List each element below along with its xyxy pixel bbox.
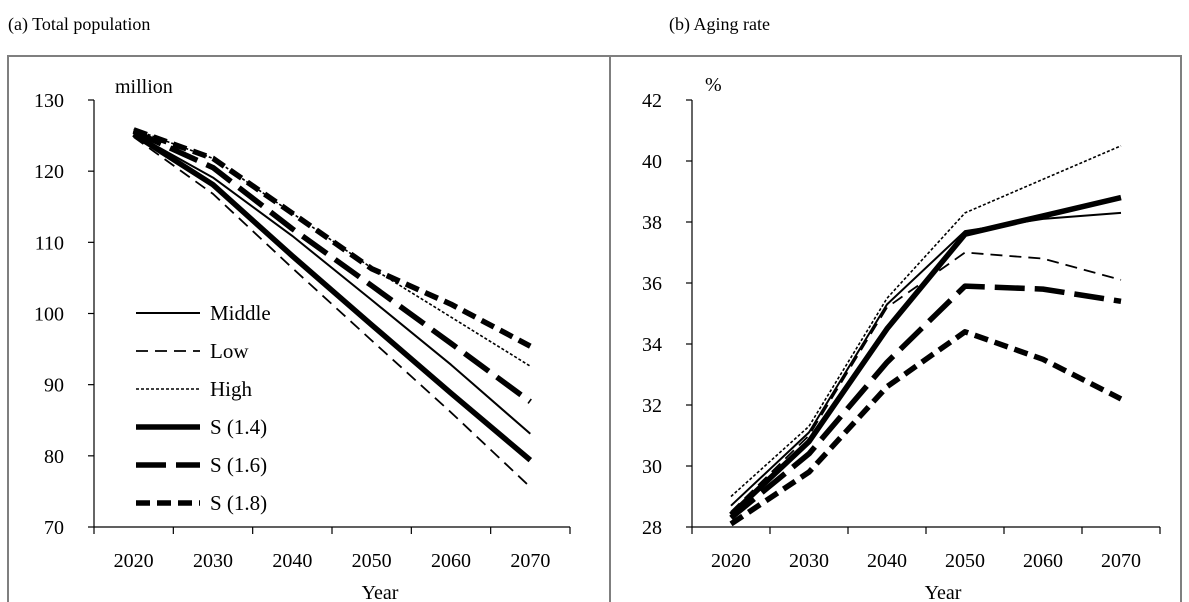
y-tick-label: 70: [44, 517, 64, 539]
legend-label: S (1.4): [210, 415, 267, 439]
y-unit-label: million: [115, 76, 173, 98]
y-tick-label: 100: [34, 304, 64, 326]
series-line-low: [133, 136, 531, 488]
series-line-high: [730, 145, 1122, 498]
series-line-s-1-4: [132, 131, 533, 463]
y-tick-label: 32: [642, 395, 662, 417]
y-tick-label: 28: [642, 517, 662, 539]
legend-label: High: [210, 377, 253, 401]
panel-a-title: (a) Total population: [8, 14, 151, 34]
x-tick-label: 2060: [1023, 550, 1063, 572]
y-tick-label: 120: [34, 161, 64, 183]
y-unit-label: %: [705, 74, 722, 96]
panel-a-population-chart: 70 80 90 100 110 120 130 2020 2030 2040 2050 2060 20…: [34, 76, 571, 602]
y-tick-label: 34: [642, 334, 662, 356]
x-tick-label: 2050: [945, 550, 985, 572]
legend-label: Middle: [210, 301, 271, 325]
series-line-s-1-8: [132, 127, 532, 349]
x-tick-label: 2060: [431, 550, 471, 572]
y-tick-label: 90: [44, 375, 64, 397]
x-tick-label: 2070: [1101, 550, 1141, 572]
legend-label: S (1.6): [210, 453, 267, 477]
x-tick-label: 2020: [114, 550, 154, 572]
series-line-high: [133, 128, 531, 367]
x-tick-label: 2070: [510, 550, 550, 572]
y-tick-label: 30: [642, 456, 662, 478]
x-tick-label: 2050: [352, 550, 392, 572]
y-tick-label: 38: [642, 212, 662, 234]
x-tick-label: 2040: [272, 550, 312, 572]
y-tick-label: 40: [642, 151, 662, 173]
series-line-s-1-4: [729, 194, 1122, 517]
x-axis-label: Year: [925, 582, 962, 602]
legend: Middle Low High S (1.4) S (1.6) S (1.8): [136, 301, 271, 515]
series-line-s-1-8: [729, 329, 1123, 527]
series-line-s-1-6: [729, 283, 1122, 521]
series-line-middle: [133, 132, 531, 435]
panel-b-title: (b) Aging rate: [669, 14, 770, 34]
x-tick-label: 2030: [193, 550, 233, 572]
x-tick-label: 2040: [867, 550, 907, 572]
outer-frame: [7, 55, 1182, 602]
y-tick-label: 42: [642, 90, 662, 112]
y-tick-label: 110: [35, 232, 64, 254]
legend-label: Low: [210, 339, 249, 363]
series-line-middle: [730, 211, 1122, 507]
x-axis-label: Year: [362, 582, 399, 602]
legend-label: S (1.8): [210, 491, 267, 515]
y-tick-label: 80: [44, 446, 64, 468]
y-tick-label: 130: [34, 90, 64, 112]
panel-b-aging-rate-chart: 28 30 32 34 36 38 40 42 2020 2030 2040 2050 2060 2070…: [642, 74, 1161, 602]
x-tick-label: 2030: [789, 550, 829, 572]
x-tick-label: 2020: [711, 550, 751, 572]
y-tick-label: 36: [642, 273, 662, 295]
